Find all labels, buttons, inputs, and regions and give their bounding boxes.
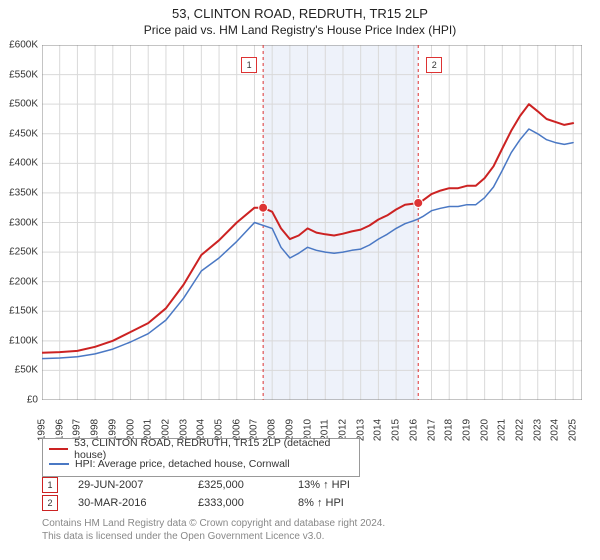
y-tick-label: £500K	[9, 99, 38, 110]
legend-item: 53, CLINTON ROAD, REDRUTH, TR15 2LP (det…	[49, 442, 353, 456]
sale-price: £325,000	[198, 479, 298, 491]
page-title: 53, CLINTON ROAD, REDRUTH, TR15 2LP	[0, 6, 600, 21]
legend: 53, CLINTON ROAD, REDRUTH, TR15 2LP (det…	[42, 438, 360, 477]
sale-marker: 1	[42, 477, 58, 493]
sale-date: 30-MAR-2016	[78, 497, 198, 509]
x-tick-label: 2014	[373, 419, 384, 441]
legend-swatch	[49, 448, 68, 450]
x-tick-label: 2018	[444, 419, 455, 441]
sale-marker: 2	[42, 495, 58, 511]
y-tick-label: £300K	[9, 217, 38, 228]
x-tick-label: 2019	[461, 419, 472, 441]
y-tick-label: £200K	[9, 276, 38, 287]
credits: Contains HM Land Registry data © Crown c…	[42, 518, 582, 543]
x-tick-label: 2021	[497, 419, 508, 441]
sale-row: 2 30-MAR-2016£333,0008% ↑ HPI	[42, 494, 582, 512]
y-tick-label: £50K	[15, 365, 38, 376]
page-subtitle: Price paid vs. HM Land Registry's House …	[0, 23, 600, 37]
legend-label: HPI: Average price, detached house, Corn…	[75, 458, 290, 470]
x-axis: 1995199619971998199920002001200220032004…	[42, 402, 582, 438]
y-tick-label: £400K	[9, 158, 38, 169]
x-tick-label: 2015	[391, 419, 402, 441]
legend-swatch	[49, 463, 69, 465]
y-tick-label: £550K	[9, 69, 38, 80]
credit-line: This data is licensed under the Open Gov…	[42, 531, 582, 544]
x-tick-label: 2020	[479, 419, 490, 441]
x-tick-label: 2022	[515, 419, 526, 441]
sale-date: 29-JUN-2007	[78, 479, 198, 491]
chart-marker-label: 2	[426, 57, 442, 73]
y-tick-label: £250K	[9, 247, 38, 258]
x-tick-label: 2025	[568, 419, 579, 441]
y-tick-label: £350K	[9, 187, 38, 198]
y-tick-label: £600K	[9, 40, 38, 51]
sale-note: 13% ↑ HPI	[298, 479, 350, 491]
y-tick-label: £150K	[9, 306, 38, 317]
sale-note: 8% ↑ HPI	[298, 497, 344, 509]
sales-table: 1 29-JUN-2007£325,00013% ↑ HPI 2 30-MAR-201…	[42, 476, 582, 512]
y-tick-label: £100K	[9, 335, 38, 346]
price-chart: 12	[42, 45, 582, 400]
chart-marker-label: 1	[241, 57, 257, 73]
x-tick-label: 2017	[426, 419, 437, 441]
y-tick-label: £0	[27, 395, 38, 406]
sale-price: £333,000	[198, 497, 298, 509]
credit-line: Contains HM Land Registry data © Crown c…	[42, 518, 582, 531]
x-tick-label: 2016	[408, 419, 419, 441]
x-tick-label: 2024	[550, 419, 561, 441]
y-tick-label: £450K	[9, 128, 38, 139]
x-tick-label: 2023	[532, 419, 543, 441]
sale-row: 1 29-JUN-2007£325,00013% ↑ HPI	[42, 476, 582, 494]
y-axis: £0£50K£100K£150K£200K£250K£300K£350K£400…	[0, 45, 40, 400]
